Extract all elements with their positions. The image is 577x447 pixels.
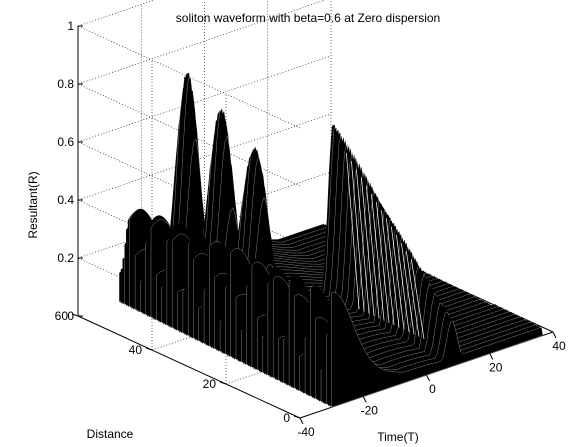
- surface-highlight: [356, 169, 370, 314]
- z-tick-label: 0.8: [57, 77, 74, 91]
- grid-line: [77, 113, 332, 201]
- surface-highlight: [386, 218, 400, 328]
- grid-line: [77, 0, 327, 85]
- distance-tick-label: 20: [203, 377, 217, 391]
- surface-highlight: [361, 177, 375, 317]
- distance-tick: [145, 347, 153, 351]
- time-axis-ticks: -40 -20 0 20 40: [297, 331, 566, 439]
- surface-highlight: [366, 185, 380, 319]
- distance-axis-label: Distance: [87, 427, 134, 441]
- surface-highlight: [406, 251, 420, 337]
- surface-mesh: [118, 72, 544, 408]
- surface-highlight: [396, 234, 410, 333]
- z-tick-label: 0.2: [57, 251, 74, 265]
- distance-tick-label: 40: [129, 343, 143, 357]
- surface-highlight: [411, 259, 425, 340]
- grid-line: [77, 171, 332, 259]
- z-tick-label: 0: [67, 309, 74, 323]
- chart-title: soliton waveform with beta=0.6 at Zero d…: [176, 11, 440, 25]
- grid-line: [77, 55, 332, 143]
- time-tick-label: -20: [361, 404, 379, 418]
- time-tick: [552, 331, 557, 339]
- surface-highlight: [381, 210, 395, 326]
- distance-tick-label: 60: [55, 309, 69, 323]
- time-tick-label: 20: [489, 361, 503, 375]
- time-tick: [299, 417, 304, 425]
- z-axis-ticks: 0 0.2 0.4 0.6 0.8 1: [57, 19, 83, 323]
- distance-tick: [293, 415, 301, 419]
- surface-highlight: [376, 201, 390, 323]
- time-tick-label: 0: [429, 382, 436, 396]
- time-axis-label: Time(T): [377, 430, 419, 444]
- z-tick-label: 0.6: [57, 135, 74, 149]
- time-tick: [362, 396, 367, 403]
- time-tick-label: -40: [297, 425, 315, 439]
- z-tick-label: 0.4: [57, 193, 74, 207]
- surface-highlight: [391, 226, 405, 330]
- distance-tick-label: 0: [283, 411, 290, 425]
- surface-highlight: [346, 152, 360, 310]
- time-tick-label: 40: [552, 339, 566, 353]
- distance-axis-ticks: 0 20 40 60: [55, 309, 301, 425]
- distance-tick: [71, 313, 79, 317]
- surface-highlight: [401, 242, 415, 335]
- surface-strip: [331, 291, 544, 408]
- distance-axis-line: [77, 315, 301, 419]
- z-tick-label: 1: [67, 19, 74, 33]
- distance-tick: [219, 381, 227, 385]
- time-tick: [426, 374, 430, 382]
- surface-highlight: [371, 193, 385, 321]
- z-axis-label: Resultant(R): [26, 171, 40, 238]
- time-tick: [489, 353, 494, 360]
- surface-highlight: [351, 161, 365, 312]
